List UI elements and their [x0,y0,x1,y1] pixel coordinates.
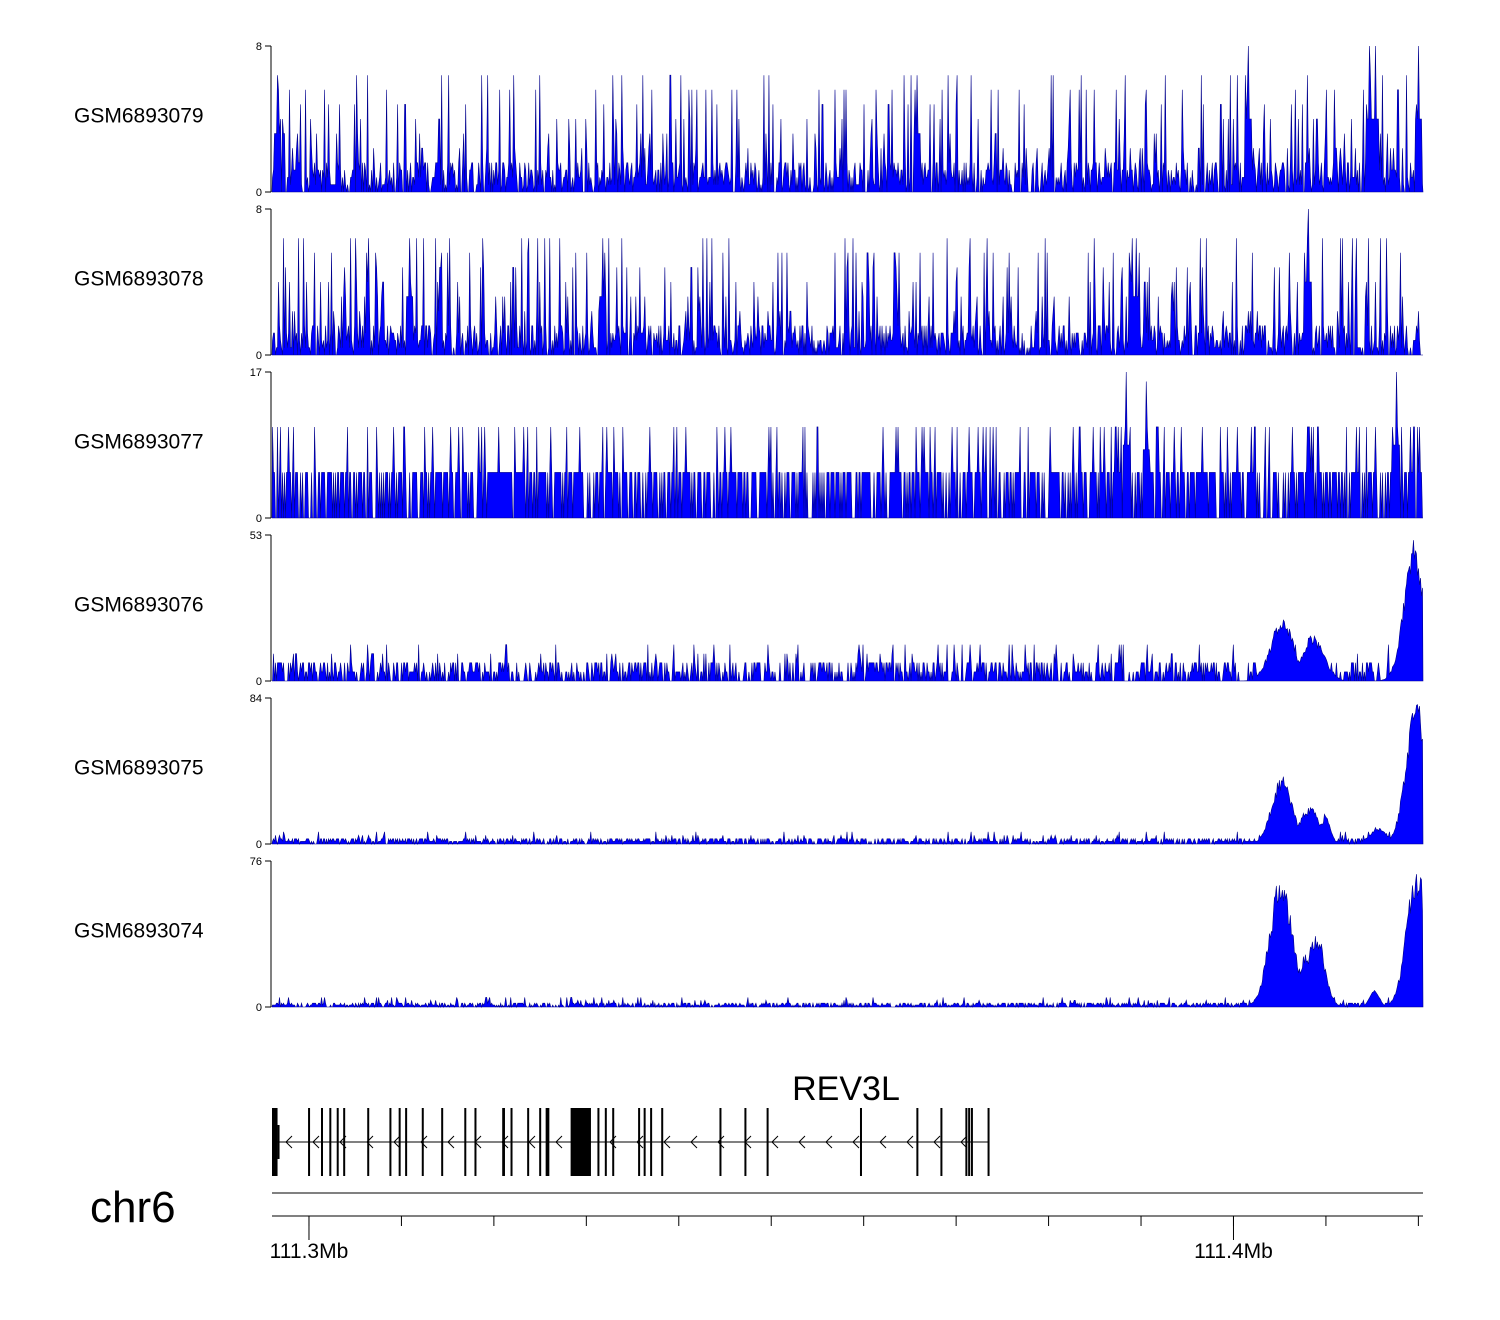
strand-arrow [366,1135,374,1149]
strand-arrow [501,1135,509,1149]
exon [597,1108,600,1176]
strand-arrow [771,1135,779,1149]
strand-arrow [285,1135,293,1149]
track-label: GSM6893074 [74,920,204,943]
exon [272,1108,278,1176]
strand-arrow [555,1135,563,1149]
strand-arrow [798,1135,806,1149]
exon [464,1108,467,1176]
gene-annotation-track: REV3L [272,1070,990,1176]
exon [661,1108,664,1176]
exon [968,1108,971,1176]
strand-arrow [852,1135,860,1149]
exon [527,1108,530,1176]
exon [389,1108,392,1176]
coverage-area [271,45,1424,193]
exon [343,1108,346,1176]
strand-arrow [636,1135,644,1149]
exon [421,1108,424,1176]
genomic-axis: chr6 111.3Mb 111.4Mb [90,1183,1423,1263]
exon [277,1125,280,1159]
coverage-area [271,704,1424,846]
track-GSM6893079: GSM6893079 8 0 [74,41,1424,199]
y-tick-label-min: 0 [256,676,262,688]
coverage-area [271,208,1423,356]
track-label: GSM6893079 [74,105,204,128]
x-tick-label: 111.3Mb [270,1240,349,1263]
x-tick-label: 111.4Mb [1194,1240,1273,1263]
exon [650,1108,653,1176]
strand-arrow [825,1135,833,1149]
y-tick-label-min: 0 [256,187,262,199]
gene-name-label: REV3L [792,1070,900,1108]
strand-arrow [312,1135,320,1149]
exon [638,1108,641,1176]
exon [987,1108,990,1176]
y-tick-label-min: 0 [256,1002,262,1014]
strand-arrow [933,1135,941,1149]
coverage-tracks: GSM689307980GSM689307880GSM6893077170GSM… [74,41,1424,1014]
exon [859,1108,862,1176]
track-GSM6893078: GSM6893078 8 0 [74,204,1423,362]
exon [604,1108,607,1176]
y-tick-label-max: 8 [256,41,262,53]
track-GSM6893075: GSM6893075 84 0 [74,693,1424,851]
exon [502,1108,505,1176]
y-tick-label-max: 8 [256,204,262,216]
y-tick-label-min: 0 [256,839,262,851]
y-tick-label-max: 53 [250,530,262,542]
exon [405,1108,408,1176]
exon [539,1108,542,1176]
y-tick-label-min: 0 [256,513,262,525]
y-tick-label-max: 76 [250,856,262,868]
exon [719,1108,722,1176]
chromosome-label: chr6 [90,1183,176,1232]
exon [970,1108,973,1176]
exon [510,1108,513,1176]
strand-arrow [960,1135,968,1149]
track-label: GSM6893077 [74,431,204,454]
exon [643,1108,646,1176]
exon [474,1108,477,1176]
exon [367,1108,370,1176]
strand-arrow [717,1135,725,1149]
exon [570,1108,591,1176]
strand-arrow [663,1135,671,1149]
strand-arrow [393,1135,401,1149]
exon [940,1108,943,1176]
strand-arrow [420,1135,428,1149]
track-label: GSM6893078 [74,268,204,291]
track-label: GSM6893075 [74,757,204,780]
y-tick-label-max: 17 [250,367,262,379]
track-GSM6893074: GSM6893074 76 0 [74,856,1424,1014]
strand-arrow [447,1135,455,1149]
track-GSM6893076: GSM6893076 53 0 [74,530,1424,688]
exon [308,1108,311,1176]
coverage-area [272,540,1424,682]
exon [398,1108,401,1176]
exon [612,1108,615,1176]
exon [336,1108,339,1176]
exon [545,1108,550,1176]
exon [441,1108,444,1176]
y-tick-label-max: 84 [250,693,262,705]
exon [766,1108,769,1176]
exon [329,1108,332,1176]
track-label: GSM6893076 [74,594,204,617]
strand-arrow [879,1135,887,1149]
strand-arrow [906,1135,914,1149]
track-GSM6893077: GSM6893077 17 0 [74,367,1423,525]
coverage-area [271,371,1423,519]
exon [320,1108,323,1176]
y-tick-label-min: 0 [256,350,262,362]
exon [965,1108,968,1176]
coverage-area [271,874,1424,1009]
exon [744,1108,747,1176]
strand-arrow [690,1135,698,1149]
exon [916,1108,919,1176]
